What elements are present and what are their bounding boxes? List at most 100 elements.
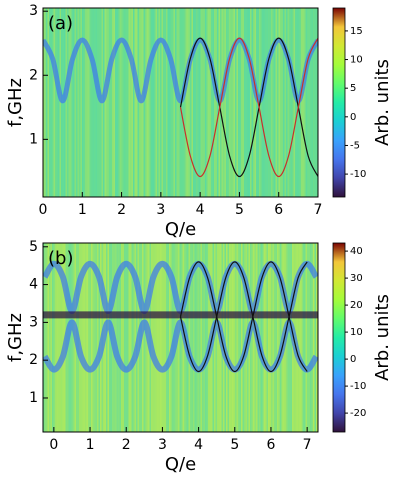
texture-stripe [113, 8, 115, 197]
texture-stripe [209, 8, 211, 197]
texture-stripe [274, 243, 276, 432]
texture-stripe [124, 243, 126, 432]
texture-stripe [235, 8, 237, 197]
texture-stripe [239, 8, 241, 197]
texture-stripe [230, 8, 232, 197]
x-tick-label: 6 [274, 202, 283, 218]
texture-stripe [128, 243, 130, 432]
texture-stripe [157, 243, 159, 432]
texture-stripe [277, 243, 279, 432]
curve [179, 261, 308, 373]
texture-stripe [166, 8, 168, 197]
colorbar-tick-label: 10 [350, 55, 363, 66]
texture-stripe [296, 243, 298, 432]
texture-stripe [278, 8, 280, 197]
texture-stripe [145, 8, 147, 197]
x-tick-label: 1 [78, 202, 87, 218]
texture-stripe [56, 243, 58, 432]
texture-stripe [77, 8, 79, 197]
texture-stripe [107, 8, 109, 197]
colorbar-tick-label: 0 [350, 112, 356, 123]
texture-stripe [193, 243, 195, 432]
texture-stripe [194, 8, 196, 197]
texture-stripe [61, 243, 63, 432]
texture-stripe [116, 8, 118, 197]
texture-stripe [241, 8, 243, 197]
texture-stripe [79, 243, 81, 432]
texture-stripe [263, 243, 265, 432]
texture-stripe [44, 243, 46, 432]
texture-stripe [118, 8, 120, 197]
x-tick-label: 3 [158, 437, 167, 453]
texture-stripe [289, 243, 291, 432]
texture-stripe [169, 8, 171, 197]
texture-stripe [59, 243, 61, 432]
texture-stripe [308, 8, 310, 197]
texture-stripe [217, 8, 219, 197]
texture-stripe [143, 8, 145, 197]
x-tick-label: 1 [86, 437, 95, 453]
colorbar-tick-label: 15 [350, 26, 363, 37]
texture-stripe [83, 8, 85, 197]
x-axis-label: Q/e [165, 454, 196, 475]
texture-stripe [275, 243, 277, 432]
texture-stripe [59, 8, 61, 197]
texture-stripe [241, 243, 243, 432]
texture-stripe [119, 243, 121, 432]
texture-stripe [316, 243, 318, 432]
y-axis-label: f,GHz [5, 313, 26, 362]
texture-stripe [173, 8, 175, 197]
y-tick-label: 3 [29, 3, 38, 19]
texture-stripe [184, 8, 186, 197]
texture-stripe [70, 8, 72, 197]
texture-stripe [260, 8, 262, 197]
texture-stripe [154, 8, 156, 197]
texture-stripe [133, 8, 135, 197]
texture-stripe [268, 8, 270, 197]
texture-stripe [269, 243, 271, 432]
texture-stripe [121, 8, 123, 197]
texture-stripe [82, 8, 84, 197]
texture-stripe [131, 8, 133, 197]
texture-stripe [50, 8, 52, 197]
texture-stripe [110, 8, 112, 197]
texture-stripe [202, 8, 204, 197]
texture-stripe [133, 243, 135, 432]
texture-stripe [170, 8, 172, 197]
colorbar-tick-label: -10 [350, 381, 366, 392]
texture-stripe [74, 8, 76, 197]
texture-stripe [134, 243, 136, 432]
texture-stripe [115, 8, 117, 197]
texture-stripe [266, 243, 268, 432]
texture-stripe [106, 243, 108, 432]
texture-stripe [89, 243, 91, 432]
colorbar [332, 7, 346, 198]
texture-stripe [251, 243, 253, 432]
panel-label: (a) [48, 13, 73, 34]
texture-stripe [269, 8, 271, 197]
texture-stripe [58, 8, 60, 197]
texture-stripe [91, 243, 93, 432]
texture-stripe [130, 243, 132, 432]
texture-stripe [146, 8, 148, 197]
texture-stripe [80, 8, 82, 197]
texture-stripe [56, 8, 58, 197]
colorbar-label: Arb. units [372, 59, 393, 146]
texture-stripe [217, 243, 219, 432]
texture-stripe [224, 8, 226, 197]
texture-stripe [224, 243, 226, 432]
texture-stripe [233, 243, 235, 432]
colorbar-tick-label: 20 [350, 300, 363, 311]
texture-stripe [170, 243, 172, 432]
texture-stripe [265, 8, 267, 197]
texture-stripe [238, 243, 240, 432]
texture-stripe [253, 243, 255, 432]
texture-stripe [230, 243, 232, 432]
texture-stripe [85, 243, 87, 432]
texture-stripe [160, 8, 162, 197]
texture-stripe [47, 243, 49, 432]
texture-stripe [58, 243, 60, 432]
texture-stripe [191, 8, 193, 197]
texture-stripe [275, 8, 277, 197]
